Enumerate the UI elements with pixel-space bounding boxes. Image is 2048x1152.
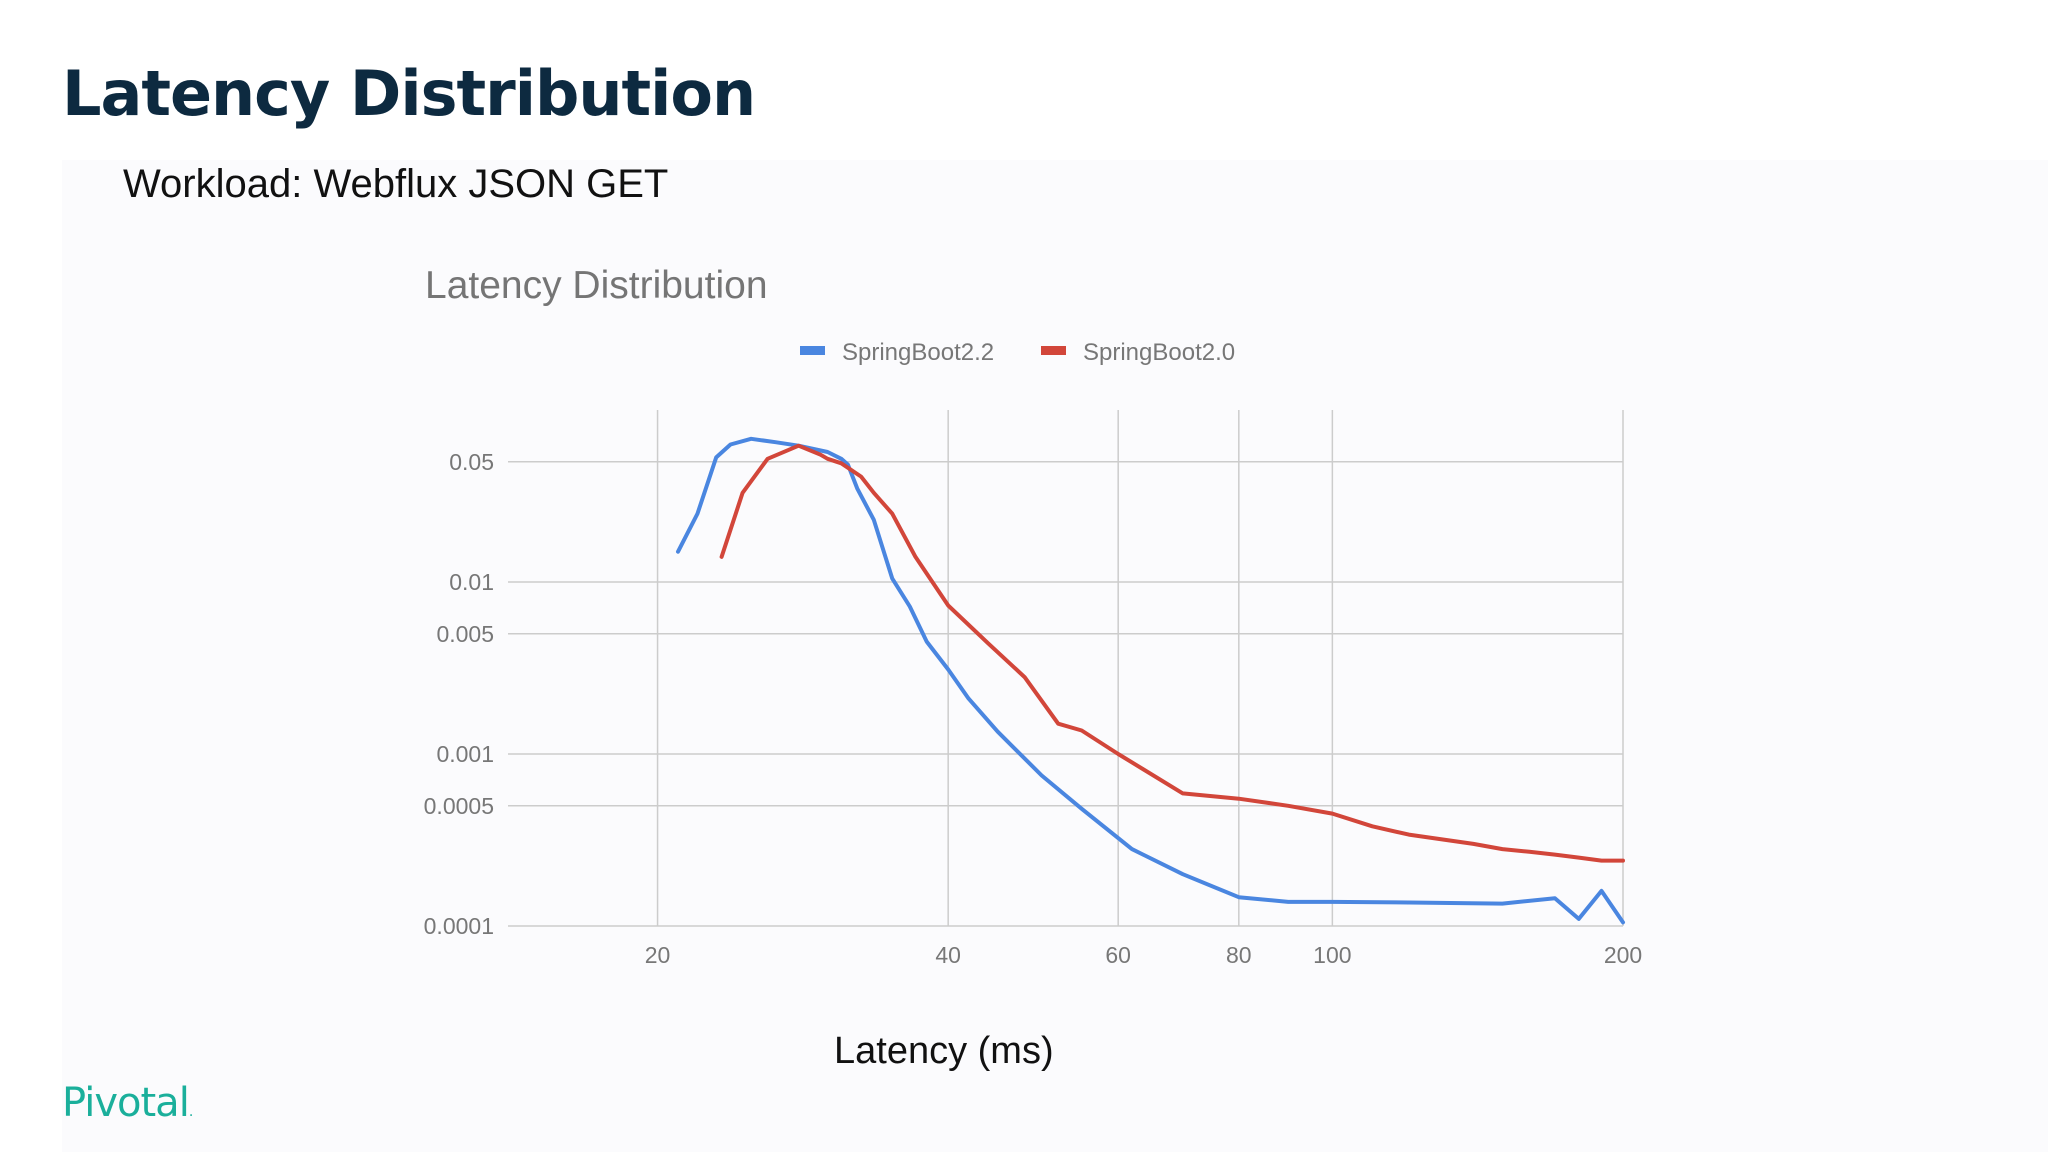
x-tick-label: 80 [1226, 942, 1252, 968]
x-tick-label: 40 [935, 942, 961, 968]
logo-mark: . [188, 1104, 194, 1120]
chart-panel [62, 160, 2048, 1152]
legend-label: SpringBoot2.2 [842, 339, 994, 366]
series-line [719, 443, 1625, 863]
legend-label: SpringBoot2.0 [1083, 339, 1235, 366]
pivotal-logo: Pivotal. [62, 1080, 194, 1126]
x-tick-label: 20 [645, 942, 671, 968]
x-axis-label: Latency (ms) [834, 1030, 1054, 1072]
x-tick-label: 200 [1604, 942, 1642, 968]
series-line [676, 436, 1625, 925]
y-tick-label: 0.0005 [424, 793, 494, 819]
chart-title: Latency Distribution [425, 264, 768, 307]
legend-swatch [1041, 346, 1066, 355]
y-tick-label: 0.005 [436, 621, 494, 647]
x-tick-label: 100 [1313, 942, 1351, 968]
x-tick-label: 60 [1105, 942, 1131, 968]
y-tick-label: 0.0001 [424, 913, 494, 939]
legend-swatch [800, 346, 825, 355]
y-tick-label: 0.001 [436, 741, 494, 767]
y-tick-label: 0.05 [449, 449, 494, 475]
logo-text: Pivotal [62, 1080, 190, 1126]
slide-title: Latency Distribution [62, 57, 756, 130]
workload-subtitle: Workload: Webflux JSON GET [123, 162, 669, 206]
y-tick-label: 0.01 [449, 569, 494, 595]
